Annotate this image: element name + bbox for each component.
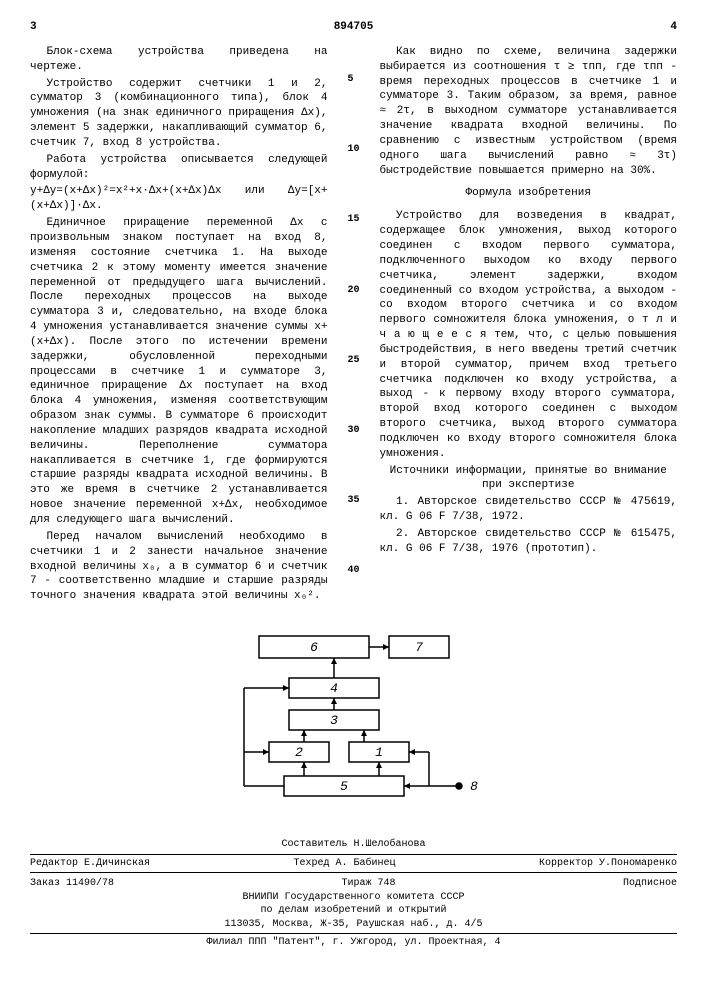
para: Устройство для возведения в квадрат, сод… <box>380 209 678 461</box>
para: Устройство содержит счетчики 1 и 2, сумм… <box>30 77 328 151</box>
compiler: Составитель Н.Шелобанова <box>30 838 677 852</box>
gutter-num: 30 <box>348 424 360 438</box>
block-diagram: 6 7 4 3 2 1 5 <box>189 626 519 826</box>
podpis: Подписное <box>623 877 677 891</box>
box-label: 1 <box>375 745 383 760</box>
right-column: Как видно по схеме, величина задержки вы… <box>380 45 678 606</box>
corrector: Корректор У.Пономаренко <box>539 857 677 871</box>
box-label: 3 <box>330 713 338 728</box>
para: Как видно по схеме, величина задержки вы… <box>380 45 678 179</box>
techred: Техред А. Бабинец <box>293 857 395 871</box>
order: Заказ 11490/78 <box>30 877 114 891</box>
formula: y+Δy=(x+Δx)²=x²+x·Δx+(x+Δx)Δx или Δy=[x+… <box>30 184 328 214</box>
addr: 113035, Москва, Ж-35, Раушская наб., д. … <box>30 918 677 932</box>
sources-title: Источники информации, принятые во вниман… <box>380 464 678 494</box>
text-columns: Блок-схема устройства приведена на черте… <box>30 45 677 606</box>
para: Работа устройства описывается следующей … <box>30 153 328 183</box>
filial: Филиал ППП "Патент", г. Ужгород, ул. Про… <box>30 936 677 950</box>
box-label: 7 <box>415 640 423 655</box>
gutter-num: 25 <box>348 354 360 368</box>
source: 1. Авторское свидетельство СССР № 475619… <box>380 495 678 525</box>
claims-title: Формула изобретения <box>380 186 678 201</box>
org: по делам изобретений и открытий <box>30 904 677 918</box>
box-label: 6 <box>310 640 318 655</box>
footer: Составитель Н.Шелобанова Редактор Е.Дичи… <box>30 838 677 950</box>
box-label: 2 <box>295 745 303 760</box>
page-right: 4 <box>670 20 677 35</box>
line-gutter: 5 10 15 20 25 30 35 40 <box>348 45 360 606</box>
para: Блок-схема устройства приведена на черте… <box>30 45 328 75</box>
page-header: 3 894705 4 <box>30 20 677 35</box>
editor: Редактор Е.Дичинская <box>30 857 150 871</box>
tirazh: Тираж 748 <box>341 877 395 891</box>
box-label: 4 <box>330 681 338 696</box>
page-left: 3 <box>30 20 37 35</box>
input-label: 8 <box>470 779 478 794</box>
para: Перед началом вычислений необходимо в сч… <box>30 530 328 604</box>
gutter-num: 10 <box>348 143 360 157</box>
org: ВНИИПИ Государственного комитета СССР <box>30 891 677 905</box>
gutter-num: 15 <box>348 213 360 227</box>
gutter-num: 5 <box>348 73 360 87</box>
gutter-num: 20 <box>348 284 360 298</box>
gutter-num: 35 <box>348 494 360 508</box>
para: Единичное приращение переменной Δx с про… <box>30 216 328 528</box>
doc-number: 894705 <box>37 20 671 35</box>
left-column: Блок-схема устройства приведена на черте… <box>30 45 328 606</box>
gutter-num: 40 <box>348 564 360 578</box>
source: 2. Авторское свидетельство СССР № 615475… <box>380 527 678 557</box>
box-label: 5 <box>340 779 348 794</box>
